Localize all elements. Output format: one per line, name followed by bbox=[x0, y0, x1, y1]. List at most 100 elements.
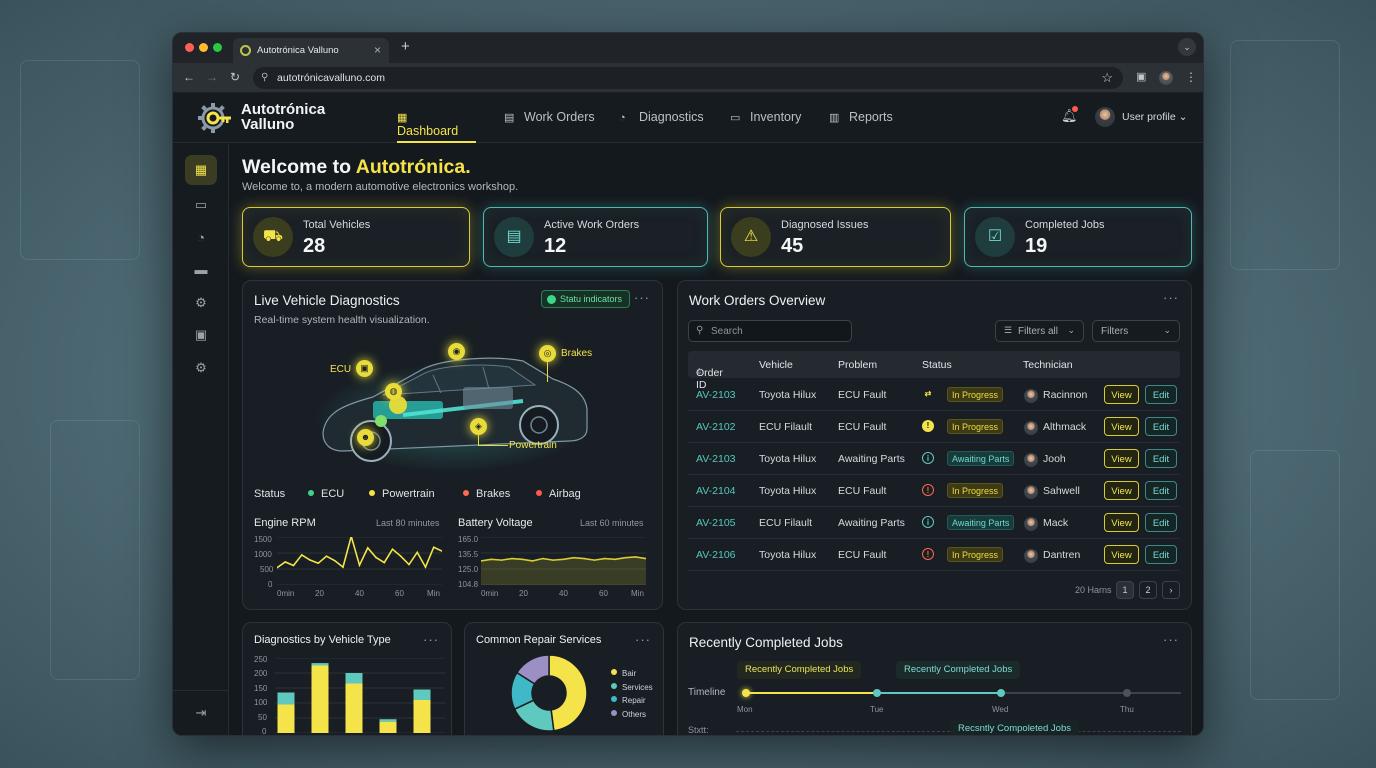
card-title: Recently Completed Jobs bbox=[689, 635, 843, 650]
page-2-button[interactable]: 2 bbox=[1139, 581, 1157, 599]
chevron-down-icon: ⌄ bbox=[1163, 325, 1171, 335]
edit-button[interactable]: Edit bbox=[1145, 449, 1177, 468]
minimize-window-button[interactable] bbox=[199, 43, 208, 52]
search-icon: ⚲ bbox=[696, 325, 704, 336]
timeline-event-bubble[interactable]: Recsntly Compoleted Jobs bbox=[950, 720, 1079, 735]
url-field[interactable]: ⚲ autotrónicavalluno.com ☆ bbox=[253, 67, 1123, 89]
timeline-node-mon[interactable] bbox=[742, 689, 750, 697]
order-id[interactable]: AV-2103 bbox=[696, 453, 736, 465]
edit-button[interactable]: Edit bbox=[1145, 417, 1177, 436]
search-input[interactable]: ⚲ Search bbox=[688, 320, 852, 342]
view-button[interactable]: View bbox=[1104, 513, 1139, 532]
edit-button[interactable]: Edit bbox=[1145, 385, 1177, 404]
browser-menu-icon[interactable]: ⋮ bbox=[1185, 70, 1197, 84]
sidebar-toggle-icon[interactable]: ▣ bbox=[1136, 71, 1147, 83]
ytick: 150 bbox=[254, 684, 268, 693]
notification-bell-icon[interactable]: 🔔︎ bbox=[1061, 106, 1078, 123]
timeline-node-tue[interactable] bbox=[873, 689, 881, 697]
order-id[interactable]: AV-2103 bbox=[696, 389, 736, 401]
brakes-callout-label: Brakes bbox=[561, 348, 593, 359]
timeline-node-thu[interactable] bbox=[1123, 689, 1131, 697]
sidebar-calendar-icon[interactable]: ▭ bbox=[194, 197, 208, 212]
more-options-icon[interactable]: ··· bbox=[1163, 632, 1179, 647]
brakes-callout-icon[interactable]: ◎ bbox=[539, 345, 556, 362]
order-id[interactable]: AV-2104 bbox=[696, 485, 736, 497]
view-button[interactable]: View bbox=[1104, 449, 1139, 468]
problem: ECU Fault bbox=[838, 485, 887, 497]
browser-profile-avatar[interactable] bbox=[1159, 71, 1173, 85]
view-button[interactable]: View bbox=[1104, 545, 1139, 564]
new-tab-icon[interactable]: + bbox=[401, 38, 410, 55]
nav-work-orders[interactable]: ▤ Work Orders bbox=[504, 93, 595, 143]
user-avatar[interactable] bbox=[1095, 107, 1115, 127]
stat-total-vehicles[interactable]: ⛟ Total Vehicles 28 bbox=[242, 207, 470, 267]
edit-button[interactable]: Edit bbox=[1145, 481, 1177, 500]
timeline-event-bubble[interactable]: Recently Completed Jobs bbox=[896, 661, 1021, 679]
order-id[interactable]: AV-2102 bbox=[696, 421, 736, 433]
table-row: AV-2103 Toyota Hilux Awaiting Parts i Aw… bbox=[688, 443, 1180, 475]
card-title: Live Vehicle Diagnostics bbox=[254, 293, 400, 308]
airbag-callout-icon[interactable]: ☻ bbox=[357, 429, 374, 446]
more-options-icon[interactable]: ··· bbox=[423, 632, 439, 647]
browser-tab-bar: Autotrónica Valluno × + ⌄ bbox=[173, 33, 1203, 63]
stat-completed-jobs[interactable]: ☑ Completed Jobs 19 bbox=[964, 207, 1192, 267]
view-button[interactable]: View bbox=[1104, 417, 1139, 436]
filters-all-dropdown[interactable]: ☰ Filters all ⌄ bbox=[995, 320, 1084, 342]
more-options-icon[interactable]: ··· bbox=[1163, 290, 1179, 305]
nav-reports-label: Reports bbox=[849, 110, 893, 124]
close-window-button[interactable] bbox=[185, 43, 194, 52]
browser-tab[interactable]: Autotrónica Valluno × bbox=[233, 38, 389, 63]
order-id[interactable]: AV-2105 bbox=[696, 517, 736, 529]
sidebar-briefcase-icon[interactable]: ▬ bbox=[194, 262, 208, 277]
page-1-button[interactable]: 1 bbox=[1116, 581, 1134, 599]
order-id[interactable]: AV-2106 bbox=[696, 549, 736, 561]
browser-window: Autotrónica Valluno × + ⌄ ← → ↻ ⚲ autotr… bbox=[172, 32, 1204, 736]
edit-button[interactable]: Edit bbox=[1145, 513, 1177, 532]
maximize-window-button[interactable] bbox=[213, 43, 222, 52]
tab-list-icon[interactable]: ⌄ bbox=[1178, 38, 1196, 56]
forward-icon[interactable]: → bbox=[206, 70, 218, 84]
nav-reports[interactable]: ▥ Reports bbox=[829, 93, 893, 143]
vehicle: Toyota Hilux bbox=[759, 549, 817, 561]
nav-dashboard[interactable]: ▦Dashboard bbox=[397, 93, 476, 143]
logout-icon[interactable]: ⇥ bbox=[195, 705, 207, 720]
filters-dropdown[interactable]: Filters ⌄ bbox=[1092, 320, 1180, 342]
edit-button[interactable]: Edit bbox=[1145, 545, 1177, 564]
next-page-button[interactable]: › bbox=[1162, 581, 1180, 599]
user-profile-menu[interactable]: User profile ⌄ bbox=[1122, 111, 1187, 123]
sidebar-settings-icon[interactable]: ⚙ bbox=[195, 295, 207, 310]
donut-slice bbox=[548, 654, 588, 732]
site-info-icon[interactable]: ⚲ bbox=[261, 72, 269, 83]
sidebar-gear-icon[interactable]: ⚙ bbox=[195, 360, 207, 375]
battery-callout-icon[interactable]: ◍ bbox=[385, 383, 402, 400]
error-icon: ! bbox=[922, 548, 934, 560]
status-indicators-badge[interactable]: Statu indicators bbox=[541, 290, 631, 308]
sidebar-calculator-icon[interactable]: ▣ bbox=[194, 327, 208, 342]
stat-diagnosed-issues[interactable]: ⚠ Diagnosed Issues 45 bbox=[720, 207, 951, 267]
rpm-xtick: 20 bbox=[315, 589, 324, 598]
ecu-callout-icon[interactable]: ▣ bbox=[356, 360, 373, 377]
stat-active-work-orders[interactable]: ▤ Active Work Orders 12 bbox=[483, 207, 708, 267]
view-button[interactable]: View bbox=[1104, 385, 1139, 404]
nav-inventory-label: Inventory bbox=[750, 110, 802, 124]
more-options-icon[interactable]: ··· bbox=[635, 632, 651, 647]
briefcase-icon: ▭ bbox=[730, 112, 741, 124]
stat-value: 28 bbox=[303, 235, 326, 257]
more-options-icon[interactable]: ··· bbox=[634, 290, 650, 305]
sidebar-dashboard-icon[interactable]: ▦ bbox=[185, 155, 217, 185]
bookmark-star-icon[interactable]: ☆ bbox=[1101, 70, 1113, 85]
bulb-callout-icon[interactable]: ◉ bbox=[448, 343, 465, 360]
view-button[interactable]: View bbox=[1104, 481, 1139, 500]
timeline-node-wed[interactable] bbox=[997, 689, 1005, 697]
close-tab-icon[interactable]: × bbox=[373, 43, 381, 57]
col-status: Status bbox=[922, 359, 952, 371]
rpm-xtick: Min bbox=[427, 589, 440, 598]
timeline-event-bubble[interactable]: Recently Completed Jobs bbox=[737, 661, 862, 679]
reload-icon[interactable]: ↻ bbox=[230, 70, 241, 84]
sidebar-gauge-icon[interactable]: ◔ bbox=[197, 230, 205, 245]
back-icon[interactable]: ← bbox=[183, 70, 195, 84]
in-progress-icon: ⇄ bbox=[924, 389, 932, 398]
nav-diagnostics[interactable]: ◔ Diagnostics bbox=[619, 93, 704, 143]
powertrain-callout-icon[interactable]: ◈ bbox=[470, 418, 487, 435]
nav-inventory[interactable]: ▭ Inventory bbox=[730, 93, 801, 143]
